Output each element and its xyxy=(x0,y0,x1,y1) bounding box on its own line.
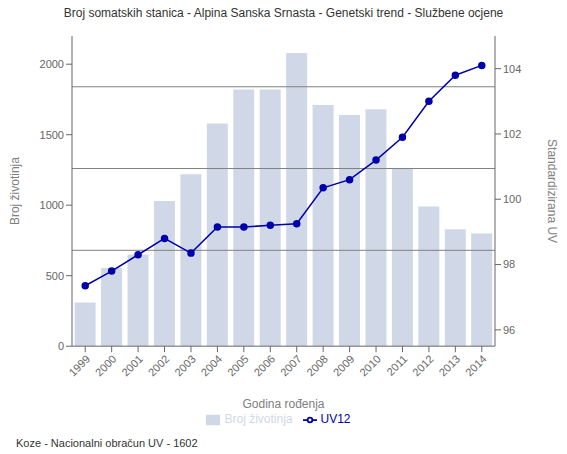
html-text:Broj životinja: Broj životinja xyxy=(224,412,293,427)
svg-text:2000: 2000 xyxy=(40,58,64,70)
svg-text:2006: 2006 xyxy=(251,353,277,379)
svg-text:2008: 2008 xyxy=(304,353,330,379)
svg-text:2007: 2007 xyxy=(278,353,304,379)
svg-text:98: 98 xyxy=(503,258,515,270)
svg-text:2000: 2000 xyxy=(93,353,119,379)
svg-text:Broj životinja: Broj životinja xyxy=(8,157,22,225)
svg-text:0: 0 xyxy=(58,340,64,352)
svg-text:500: 500 xyxy=(46,270,64,282)
svg-text:2005: 2005 xyxy=(225,353,251,379)
svg-text:1000: 1000 xyxy=(40,199,64,211)
svg-text:1500: 1500 xyxy=(40,129,64,141)
svg-text:2002: 2002 xyxy=(146,353,172,379)
svg-text:Standardizirana UV: Standardizirana UV xyxy=(545,139,559,243)
svg-text:2010: 2010 xyxy=(357,353,383,379)
svg-text:104: 104 xyxy=(503,63,521,75)
svg-text:2003: 2003 xyxy=(172,353,198,379)
html-text:Koze - Nacionalni obračun UV -: Koze - Nacionalni obračun UV - 1602 xyxy=(16,437,198,449)
svg-text:1999: 1999 xyxy=(66,353,92,379)
svg-text:2013: 2013 xyxy=(436,353,462,379)
svg-text:96: 96 xyxy=(503,324,515,336)
svg-text:2012: 2012 xyxy=(410,353,436,379)
svg-text:2001: 2001 xyxy=(119,353,145,379)
svg-text:102: 102 xyxy=(503,128,521,140)
svg-text:2009: 2009 xyxy=(331,353,357,379)
svg-text:2014: 2014 xyxy=(463,353,489,379)
svg-text:2004: 2004 xyxy=(199,353,225,379)
svg-text:Godina rođenja: Godina rođenja xyxy=(242,397,324,411)
html-text:UV12: UV12 xyxy=(320,412,351,427)
svg-text:2011: 2011 xyxy=(384,353,409,378)
svg-text:100: 100 xyxy=(503,193,521,205)
html-text:Broj somatskih stanica - Alpin: Broj somatskih stanica - Alpina Sanska S… xyxy=(63,6,504,20)
